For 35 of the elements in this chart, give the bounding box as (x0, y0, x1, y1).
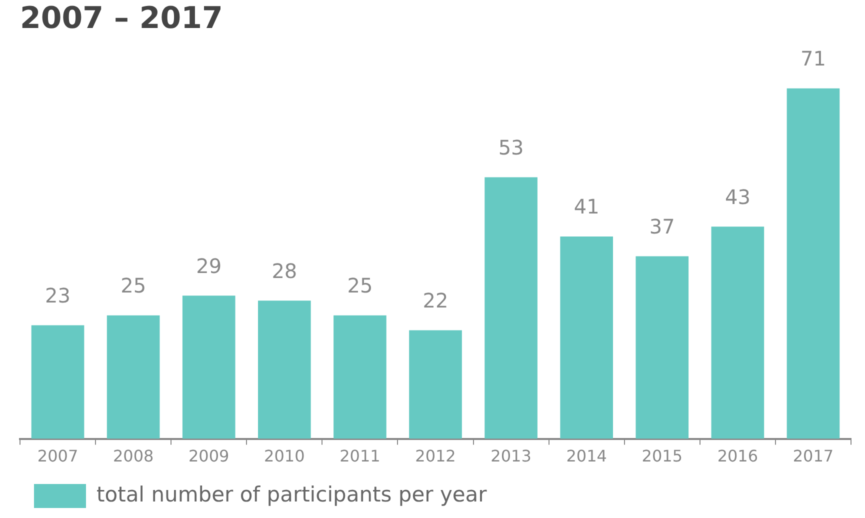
data-label: 37 (649, 214, 675, 238)
data-label: 29 (196, 254, 222, 278)
bar (484, 177, 538, 439)
data-label: 53 (498, 135, 524, 160)
x-tick-label: 2011 (340, 446, 380, 466)
x-tick-label: 2007 (37, 446, 78, 466)
bar (409, 330, 462, 439)
bar (334, 315, 386, 439)
data-label: 28 (272, 258, 298, 283)
data-label: 43 (724, 184, 750, 209)
data-label: 22 (422, 288, 448, 312)
x-tick-label: 2013 (490, 446, 532, 466)
data-label: 41 (574, 194, 600, 219)
bar (636, 256, 689, 439)
bar (711, 226, 764, 439)
x-tick-label: 2009 (188, 446, 230, 466)
data-label: 25 (347, 274, 373, 298)
bar (106, 315, 160, 439)
x-tick-label: 2016 (717, 446, 758, 466)
legend-label: total number of participants per year (96, 482, 488, 506)
bar (560, 236, 613, 439)
bar (31, 325, 84, 439)
x-tick-label: 2014 (566, 446, 607, 466)
x-tick-label: 2015 (642, 446, 682, 466)
x-tick-label: 2017 (792, 446, 834, 466)
bar (258, 300, 311, 439)
x-tick-label: 2010 (264, 446, 305, 466)
data-label: 23 (45, 284, 70, 308)
x-tick-label: 2012 (415, 446, 456, 466)
data-label: 25 (120, 274, 146, 298)
chart-title: 2007 – 2017 (20, 0, 223, 36)
bar (182, 296, 236, 439)
data-label: 71 (800, 46, 826, 71)
x-tick-label: 2008 (112, 446, 154, 466)
bar (786, 88, 840, 439)
